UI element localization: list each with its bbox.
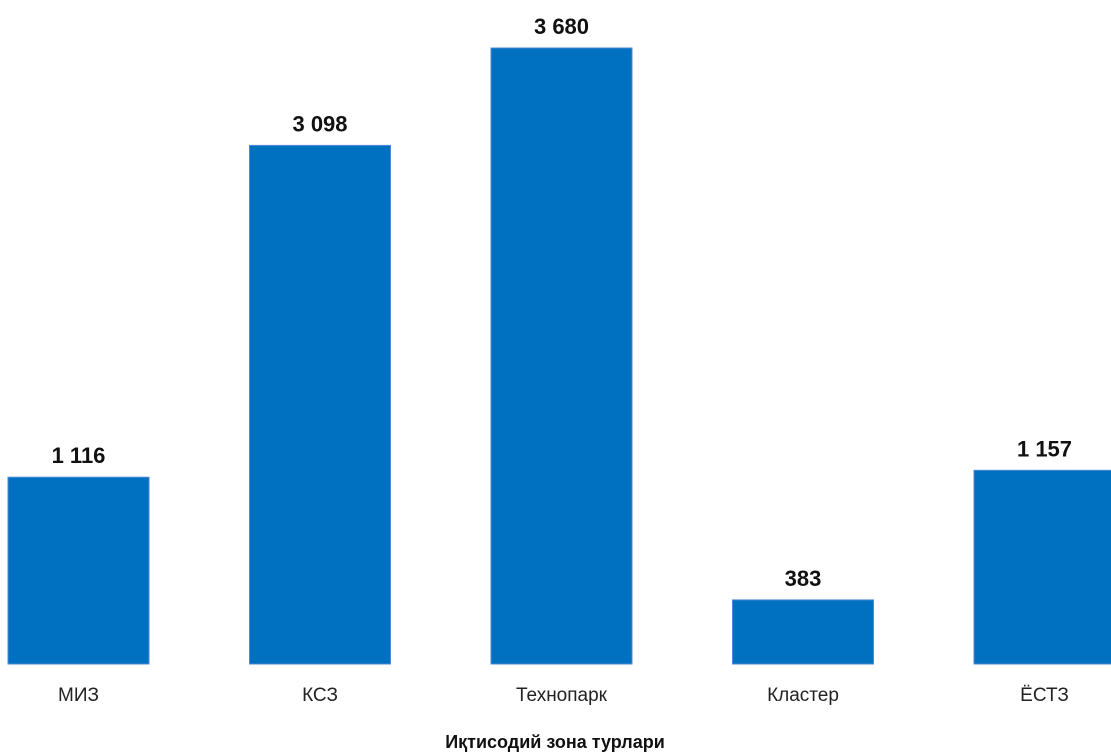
bar-4 bbox=[973, 469, 1111, 665]
bar-1 bbox=[249, 144, 391, 665]
bars-group bbox=[7, 47, 1111, 665]
value-label-3: 383 bbox=[785, 566, 822, 591]
x-tick-label-1: КСЗ bbox=[302, 685, 338, 706]
bar-0 bbox=[7, 476, 150, 665]
bar-3 bbox=[732, 599, 874, 665]
value-label-4: 1 157 bbox=[1017, 436, 1072, 461]
value-label-0: 1 116 bbox=[52, 443, 106, 468]
x-tick-label-2: Технопарк bbox=[516, 685, 608, 706]
value-label-2: 3 680 bbox=[534, 14, 589, 39]
value-labels-group: 1 116 3 098 3 680 383 1 157 bbox=[52, 14, 1072, 591]
x-tick-label-4: ЁСТЗ bbox=[1020, 685, 1069, 706]
value-label-1: 3 098 bbox=[292, 111, 347, 136]
x-axis-title: Иқтисодий зона турлари bbox=[445, 732, 665, 752]
x-tick-label-3: Кластер bbox=[767, 685, 839, 706]
x-tick-label-0: МИЗ bbox=[58, 685, 99, 706]
x-tick-labels-group: МИЗ КСЗ Технопарк Кластер ЁСТЗ bbox=[58, 685, 1069, 706]
bar-2 bbox=[490, 47, 633, 665]
